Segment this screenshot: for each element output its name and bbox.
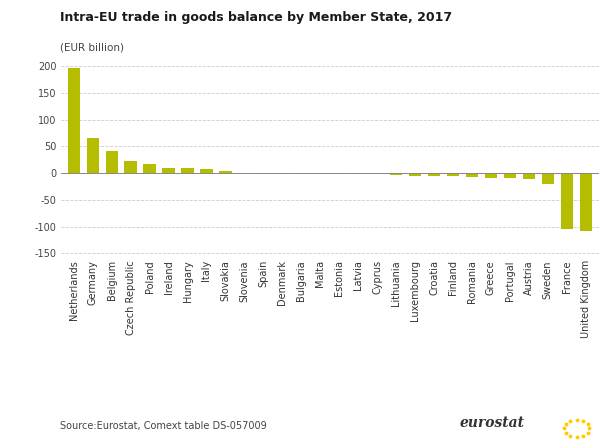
Bar [352,173,364,174]
Bar [390,173,402,175]
Bar [105,151,118,173]
Bar [580,173,592,231]
Bar [125,161,137,173]
Bar [68,68,80,173]
Text: (EUR billion): (EUR billion) [60,42,125,52]
Text: Intra-EU trade in goods balance by Member State, 2017: Intra-EU trade in goods balance by Membe… [60,11,453,24]
Bar [182,168,194,173]
Bar [428,173,440,176]
Bar [561,173,573,229]
Bar [541,173,554,184]
Bar [333,173,345,174]
Text: Source:Eurostat, Comext table DS-057009: Source:Eurostat, Comext table DS-057009 [60,421,267,431]
Bar [162,168,175,173]
Bar [447,173,459,176]
Bar [409,173,421,176]
Bar [200,169,212,173]
Bar [466,173,478,178]
Bar [523,173,535,179]
Bar [504,173,516,178]
Bar [143,165,155,173]
Bar [87,138,99,173]
Bar [219,171,232,173]
Bar [485,173,497,178]
Text: eurostat: eurostat [460,417,525,430]
Bar [371,173,384,174]
